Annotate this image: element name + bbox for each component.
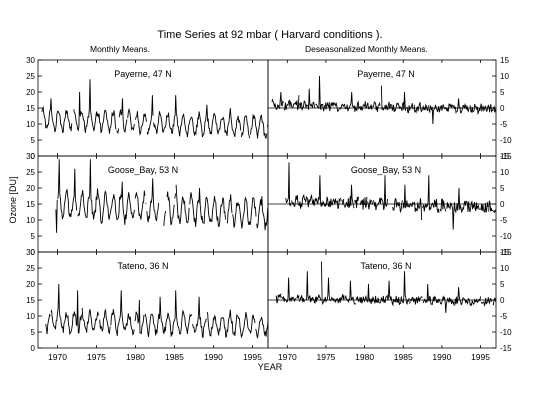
station-label: Payerne, 47 N bbox=[357, 69, 415, 79]
y-tick-label: 25 bbox=[26, 72, 35, 81]
y-tick-label: -5 bbox=[500, 312, 508, 321]
y-tick-label: 0 bbox=[500, 296, 505, 305]
series-line bbox=[275, 261, 497, 313]
x-tick-label: 1975 bbox=[317, 352, 336, 362]
y-tick-label: 15 bbox=[500, 152, 509, 161]
y-tick-label: 5 bbox=[500, 280, 505, 289]
x-tick-label: 1970 bbox=[48, 352, 67, 362]
y-tick-label: 30 bbox=[26, 152, 35, 161]
y-tick-label: 15 bbox=[500, 248, 509, 257]
y-tick-label: -15 bbox=[500, 248, 512, 257]
y-tick-label: 15 bbox=[26, 296, 35, 305]
y-tick-label: 15 bbox=[500, 56, 509, 65]
series-line bbox=[45, 283, 269, 339]
y-tick-label: 30 bbox=[26, 248, 35, 257]
x-tick-label: 1985 bbox=[165, 352, 184, 362]
y-tick-label: 20 bbox=[26, 184, 35, 193]
series-line bbox=[285, 162, 497, 230]
x-tick-label: 1980 bbox=[126, 352, 145, 362]
y-tick-label: 15 bbox=[26, 104, 35, 113]
y-tick-label: -5 bbox=[500, 216, 508, 225]
y-tick-label: 0 bbox=[31, 152, 36, 161]
y-tick-label: -5 bbox=[500, 120, 508, 129]
y-tick-label: -15 bbox=[500, 344, 512, 353]
panel-left-2: 0 5 10 15 20 25 30 Tateno, 36 N bbox=[26, 248, 269, 353]
station-label: Goose_Bay, 53 N bbox=[108, 165, 178, 175]
y-tick-label: -10 bbox=[500, 136, 512, 145]
panel-right-2: -15 -10 -5 0 5 10 15 Tateno, 36 N bbox=[267, 248, 512, 353]
series-line bbox=[271, 75, 497, 125]
y-tick-label: 5 bbox=[31, 328, 36, 337]
x-tick-label: 1970 bbox=[278, 352, 297, 362]
y-tick-label: 0 bbox=[31, 248, 36, 257]
chart-title: Time Series at 92 mbar ( Harvard conditi… bbox=[157, 29, 382, 41]
x-tick-label: 1990 bbox=[432, 352, 451, 362]
y-tick-label: 5 bbox=[500, 184, 505, 193]
panels-group: 0 5 10 15 20 25 30 Payerne, 47 N 0 5 10 15 20 25 30 Goo… bbox=[26, 56, 512, 362]
y-tick-label: 30 bbox=[26, 56, 35, 65]
y-tick-label: 0 bbox=[500, 200, 505, 209]
station-label: Payerne, 47 N bbox=[114, 69, 172, 79]
x-tick-label: 1995 bbox=[471, 352, 490, 362]
y-axis-label: Ozone [DU] bbox=[8, 176, 18, 223]
y-tick-label: 5 bbox=[31, 136, 36, 145]
y-tick-label: 0 bbox=[500, 104, 505, 113]
y-tick-label: 10 bbox=[500, 72, 509, 81]
y-tick-label: -15 bbox=[500, 152, 512, 161]
station-label: Goose_Bay, 53 N bbox=[351, 165, 421, 175]
y-tick-label: -10 bbox=[500, 232, 512, 241]
y-tick-label: 10 bbox=[500, 264, 509, 273]
y-tick-label: 10 bbox=[500, 168, 509, 177]
y-tick-label: -10 bbox=[500, 328, 512, 337]
station-label: Tateno, 36 N bbox=[360, 261, 411, 271]
station-label: Tateno, 36 N bbox=[117, 261, 168, 271]
x-tick-label: 1985 bbox=[394, 352, 413, 362]
y-tick-label: 10 bbox=[26, 312, 35, 321]
x-axis-label: YEAR bbox=[258, 362, 283, 372]
y-tick-label: 25 bbox=[26, 264, 35, 273]
y-tick-label: 20 bbox=[26, 280, 35, 289]
right-column-header: Deseasonalized Monthly Means. bbox=[305, 44, 428, 54]
y-tick-label: 20 bbox=[26, 88, 35, 97]
y-tick-label: 5 bbox=[500, 88, 505, 97]
panel-right-1: -15 -10 -5 0 5 10 15 Goose_Bay, 53 N bbox=[267, 152, 512, 257]
x-tick-label: 1990 bbox=[204, 352, 223, 362]
y-tick-label: 10 bbox=[26, 120, 35, 129]
y-tick-label: 15 bbox=[26, 200, 35, 209]
y-tick-label: 0 bbox=[31, 344, 36, 353]
y-tick-label: 10 bbox=[26, 216, 35, 225]
left-column-header: Monthly Means. bbox=[90, 44, 150, 54]
panel-left-1: 0 5 10 15 20 25 30 Goose_Bay, 53 N bbox=[26, 152, 269, 257]
series-line bbox=[41, 79, 269, 139]
panel-right-0: -15 -10 -5 0 5 10 15 Payerne, 47 N bbox=[267, 56, 512, 161]
y-tick-label: 25 bbox=[26, 168, 35, 177]
x-tick-label: 1995 bbox=[243, 352, 262, 362]
y-tick-label: 5 bbox=[31, 232, 36, 241]
panel-left-0: 0 5 10 15 20 25 30 Payerne, 47 N bbox=[26, 56, 269, 161]
x-tick-label: 1980 bbox=[355, 352, 374, 362]
series-line bbox=[55, 159, 269, 233]
x-tick-label: 1975 bbox=[87, 352, 106, 362]
